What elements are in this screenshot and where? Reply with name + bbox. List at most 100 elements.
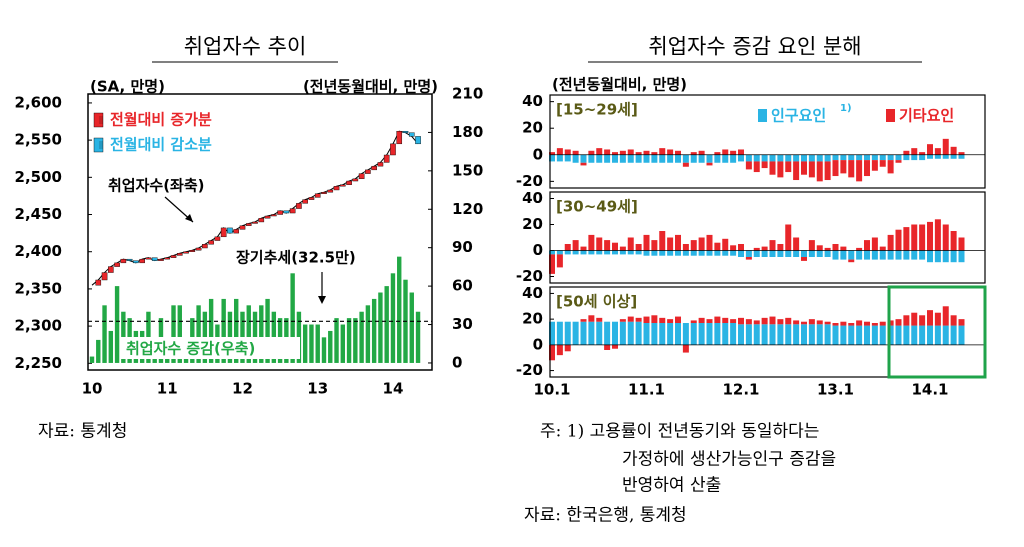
bar (102, 305, 107, 363)
bar (340, 324, 345, 363)
y-tick-label: -20 (516, 267, 543, 285)
y-tick-label: 0 (533, 335, 543, 353)
bar-segment (769, 154, 776, 162)
bar-segment (730, 323, 737, 345)
series-annotation: 취업자수 증감(우축) (126, 340, 255, 358)
candle-up (189, 250, 196, 252)
bar-segment (580, 162, 587, 166)
bar-segment (549, 254, 555, 274)
bar-segment (667, 149, 674, 155)
bar-segment (903, 150, 910, 155)
y-tick-label: -20 (516, 172, 543, 190)
bar-segment (808, 324, 815, 345)
bar-segment (698, 150, 705, 155)
bar-segment (871, 160, 878, 171)
candle-up (352, 178, 359, 182)
bar (397, 256, 402, 363)
bar-segment (832, 323, 839, 326)
bar-segment (549, 154, 555, 162)
bar-segment (950, 154, 957, 159)
candle-down (227, 227, 233, 234)
bar-segment (564, 250, 571, 255)
bar-segment (651, 240, 658, 251)
bar-segment (675, 316, 681, 323)
candle-up (120, 258, 127, 264)
bar (315, 324, 320, 363)
bar-segment (596, 317, 603, 322)
candle-up (158, 258, 164, 261)
bar-segment (612, 242, 618, 251)
bar-segment (824, 321, 831, 325)
bar-segment (738, 250, 744, 257)
bar-segment (714, 316, 721, 323)
y-tick-label: 20 (522, 310, 543, 328)
bar-segment (832, 160, 839, 177)
y2-axis-label: (전년동월대비, 만명) (303, 78, 438, 96)
bar-segment (604, 344, 611, 350)
panel-frame (549, 94, 986, 189)
source: 자료: 한국은행, 통계청 (524, 506, 687, 526)
bar-segment (777, 319, 784, 325)
bar-segment (690, 240, 697, 251)
bar-segment (903, 250, 910, 260)
y2-tick-label: 60 (452, 277, 473, 295)
y-tick-label: 0 (533, 145, 543, 163)
bar-segment (816, 250, 823, 257)
bar-segment (690, 323, 697, 345)
bar (334, 318, 339, 363)
candle-down (133, 260, 139, 264)
bar-segment (730, 245, 737, 251)
bar-segment (738, 324, 744, 345)
bar-segment (769, 240, 776, 251)
bar-segment (840, 250, 847, 260)
arrow-head (185, 214, 193, 222)
bar-segment (659, 250, 666, 256)
candle-up (308, 197, 315, 200)
bar-segment (801, 257, 807, 261)
bar-segment (785, 161, 792, 173)
candle-up (264, 215, 271, 219)
bar-segment (769, 324, 776, 345)
bar-segment (832, 154, 839, 161)
bar-segment (785, 317, 792, 325)
legend-swatch (99, 141, 103, 149)
candle-up (314, 193, 321, 198)
bar-segment (588, 154, 595, 163)
candle-up (289, 208, 296, 214)
bar-segment (745, 319, 752, 325)
bar-segment (549, 344, 555, 361)
bar-segment (580, 319, 587, 322)
bar-segment (919, 250, 926, 260)
legend-swatch (886, 109, 895, 122)
candle-up (183, 251, 189, 254)
candle-up (164, 257, 171, 260)
chart-title: 취업자수 증감 요인 분해 (648, 35, 861, 59)
bar-segment (753, 247, 760, 251)
bar-segment (950, 231, 957, 251)
candle-up (220, 227, 227, 238)
bar-segment (659, 323, 666, 345)
bar-segment (635, 154, 642, 163)
candle-up (321, 191, 327, 194)
legend-swatch (93, 137, 104, 153)
bar-segment (738, 154, 744, 162)
bar-segment (911, 250, 918, 260)
candle-up (208, 240, 214, 245)
bar (302, 324, 308, 363)
y-tick-label: 2,350 (15, 279, 62, 297)
bar-segment (911, 325, 918, 345)
bar-segment (777, 154, 784, 162)
y2-tick-label: 90 (452, 238, 473, 256)
bar-segment (793, 320, 800, 325)
bar-segment (887, 234, 894, 251)
bar-segment (667, 250, 674, 256)
bar-segment (919, 315, 926, 326)
bar-segment (808, 154, 815, 162)
candle-up (195, 247, 202, 251)
bar-segment (761, 154, 768, 162)
bar-segment (895, 319, 902, 326)
bar-segment (832, 244, 839, 251)
plot-frame (87, 93, 433, 371)
bar-segment (738, 244, 744, 251)
bar-segment (950, 146, 957, 155)
